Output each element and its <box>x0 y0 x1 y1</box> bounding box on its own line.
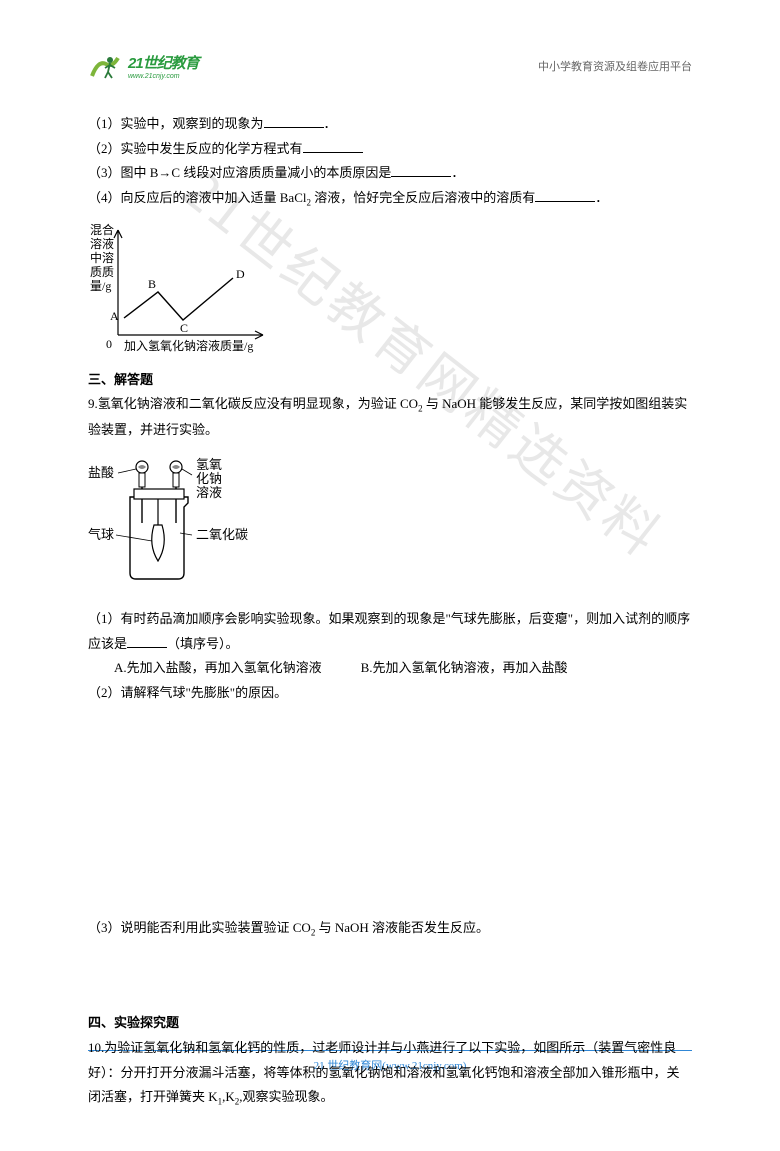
header-right-text: 中小学教育资源及组卷应用平台 <box>538 58 692 74</box>
content: （1）实验中，观察到的现象为 ． （2）实验中发生反应的化学方程式有 （3）图中 … <box>88 112 692 1111</box>
q8-part4b: 溶液，恰好完全反应后溶液中的溶质有 <box>311 190 535 205</box>
graph-origin: 0 <box>106 337 112 351</box>
graph-xlabel: 加入氢氧化钠溶液质量/g <box>124 338 253 353</box>
q9-p2: （2）请解释气球"先膨胀"的原因。 <box>88 681 692 706</box>
q8-part3: （3）图中 B→C 线段对应溶质质量减小的本质原因是 ． <box>88 161 692 186</box>
logo-text-sub: www.21cnjy.com <box>128 73 199 80</box>
q9-stem: 9.氢氧化钠溶液和二氧化碳反应没有明显现象，为验证 CO2 与 NaOH 能够发… <box>88 392 692 442</box>
fig-label-naoh3: 溶液 <box>196 485 222 500</box>
graph-point-a: A <box>110 309 119 323</box>
q8-part2: （2）实验中发生反应的化学方程式有 <box>88 137 692 162</box>
graph-point-c: C <box>180 321 188 335</box>
fig-label-co2: 二氧化碳 <box>196 527 248 542</box>
q8-part1-end: ． <box>324 116 337 131</box>
blank <box>303 140 363 153</box>
q8-part1: （1）实验中，观察到的现象为 ． <box>88 112 692 137</box>
logo-text-main: 21世纪教育 <box>128 52 199 73</box>
q9-p3: （3）说明能否利用此实验装置验证 CO2 与 NaOH 溶液能否发生反应。 <box>88 916 692 942</box>
graph-ylabel-4: 质质 <box>90 265 114 279</box>
q10-b: ,观察实验现象。 <box>239 1089 333 1104</box>
fig-label-hcl: 盐酸 <box>88 465 114 480</box>
q8-part4a: （4）向反应后的溶液中加入适量 BaCl <box>88 190 306 205</box>
q8-part4-end: ． <box>595 190 608 205</box>
blank <box>264 115 324 128</box>
section4-title: 四、实验探究题 <box>88 1011 692 1036</box>
q9-stem-a: 9.氢氧化钠溶液和二氧化碳反应没有明显现象，为验证 CO <box>88 396 418 411</box>
q8-part3-end: ． <box>451 165 464 180</box>
graph-point-d: D <box>236 267 245 281</box>
q8-part3-text: （3）图中 B→C 线段对应溶质质量减小的本质原因是 <box>88 165 391 180</box>
q9-p3b: 与 NaOH 溶液能否发生反应。 <box>315 920 489 935</box>
q9-p1b: （填序号）。 <box>167 636 239 651</box>
q9-figure: 盐酸 氢氧 化钠 溶液 气球 二氧化碳 <box>88 453 692 597</box>
q9-optB: B.先加入氢氧化钠溶液，再加入盐酸 <box>361 656 568 681</box>
blank <box>391 164 451 177</box>
blank <box>535 189 595 202</box>
graph-ylabel-2: 溶液 <box>90 236 114 251</box>
q8-graph: 混合 溶液 中溶 质质 量/g A B C D 0 加入氢氧化钠溶液质量/g <box>88 220 692 364</box>
q9-p3a: （3）说明能否利用此实验装置验证 CO <box>88 920 311 935</box>
q10-a: 10.为验证氢氧化钠和氢氧化钙的性质，过老师设计并与小燕进行了以下实验，如图所示… <box>88 1040 680 1104</box>
logo-icon <box>88 50 124 82</box>
q9-options: A.先加入盐酸，再加入氢氧化钠溶液 B.先加入氢氧化钠溶液，再加入盐酸 <box>88 656 692 681</box>
logo: 21世纪教育 www.21cnjy.com <box>88 50 199 82</box>
fig-label-balloon: 气球 <box>88 527 114 542</box>
q9-p1: （1）有时药品滴加顺序会影响实验现象。如果观察到的现象是"气球先膨胀，后变瘪"，… <box>88 607 692 656</box>
fig-label-naoh2: 化钠 <box>196 471 222 486</box>
q10-mid: ,K <box>222 1089 235 1104</box>
section3-title: 三、解答题 <box>88 368 692 393</box>
graph-point-b: B <box>148 277 156 291</box>
q8-part1-text: （1）实验中，观察到的现象为 <box>88 116 264 131</box>
q10: 10.为验证氢氧化钠和氢氧化钙的性质，过老师设计并与小燕进行了以下实验，如图所示… <box>88 1036 692 1111</box>
page-header: 21世纪教育 www.21cnjy.com 中小学教育资源及组卷应用平台 <box>88 50 692 82</box>
graph-ylabel-5: 量/g <box>90 279 111 293</box>
fig-label-naoh1: 氢氧 <box>196 457 222 472</box>
q9-optA: A.先加入盐酸，再加入氢氧化钠溶液 <box>114 656 322 681</box>
graph-ylabel-3: 中溶 <box>90 250 114 265</box>
q8-part4: （4）向反应后的溶液中加入适量 BaCl2 溶液，恰好完全反应后溶液中的溶质有． <box>88 186 692 212</box>
blank <box>127 635 167 648</box>
q8-part2-text: （2）实验中发生反应的化学方程式有 <box>88 141 303 156</box>
graph-ylabel-1: 混合 <box>90 222 114 237</box>
